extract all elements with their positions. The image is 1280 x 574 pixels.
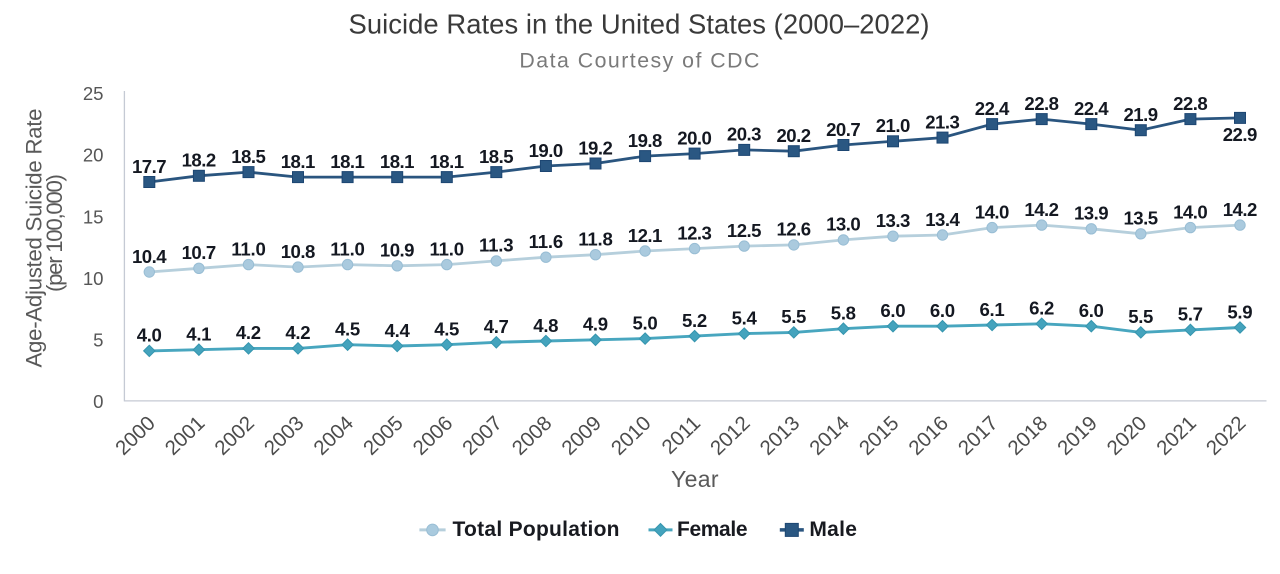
svg-text:13.9: 13.9	[1074, 203, 1109, 224]
svg-text:22.9: 22.9	[1223, 124, 1258, 145]
svg-text:5.2: 5.2	[682, 310, 707, 331]
svg-text:20.2: 20.2	[777, 125, 812, 146]
svg-text:12.3: 12.3	[677, 222, 712, 243]
svg-text:6.1: 6.1	[980, 299, 1005, 320]
svg-text:4.1: 4.1	[186, 324, 211, 345]
svg-text:20.3: 20.3	[727, 124, 762, 145]
svg-text:13.0: 13.0	[826, 214, 861, 235]
svg-text:5.8: 5.8	[831, 303, 856, 324]
svg-text:20: 20	[83, 145, 104, 166]
svg-text:5.0: 5.0	[633, 312, 658, 333]
svg-text:11.0: 11.0	[231, 238, 266, 259]
svg-text:4.2: 4.2	[236, 322, 261, 343]
svg-text:14.2: 14.2	[1024, 199, 1059, 220]
svg-text:12.5: 12.5	[727, 220, 762, 241]
svg-text:18.2: 18.2	[182, 150, 217, 171]
svg-text:14.0: 14.0	[975, 201, 1010, 222]
svg-text:14.0: 14.0	[1173, 201, 1208, 222]
svg-text:(per 100,000): (per 100,000)	[42, 174, 67, 292]
svg-text:5: 5	[93, 330, 103, 351]
svg-text:19.0: 19.0	[529, 140, 564, 161]
svg-text:10.7: 10.7	[182, 242, 217, 263]
svg-text:13.5: 13.5	[1124, 208, 1159, 229]
svg-text:19.2: 19.2	[578, 137, 613, 158]
svg-text:21.0: 21.0	[876, 115, 911, 136]
svg-text:11.0: 11.0	[430, 238, 465, 259]
svg-text:20.0: 20.0	[677, 127, 712, 148]
svg-text:6.0: 6.0	[880, 300, 905, 321]
svg-text:4.9: 4.9	[583, 314, 608, 335]
svg-text:22.4: 22.4	[1074, 98, 1109, 119]
svg-text:4.8: 4.8	[533, 315, 558, 336]
svg-text:Female: Female	[677, 518, 748, 541]
svg-text:17.7: 17.7	[132, 156, 167, 177]
svg-text:22.4: 22.4	[975, 98, 1010, 119]
svg-text:18.1: 18.1	[430, 151, 465, 172]
svg-text:11.6: 11.6	[529, 231, 564, 252]
svg-text:13.4: 13.4	[925, 209, 960, 230]
svg-text:11.3: 11.3	[479, 235, 514, 256]
svg-text:5.9: 5.9	[1227, 301, 1252, 322]
svg-text:4.2: 4.2	[285, 322, 310, 343]
svg-text:4.7: 4.7	[484, 316, 509, 337]
svg-text:18.5: 18.5	[231, 146, 266, 167]
svg-text:10.8: 10.8	[281, 241, 316, 262]
svg-text:6.2: 6.2	[1029, 298, 1054, 319]
svg-text:22.8: 22.8	[1173, 93, 1208, 114]
svg-text:5.5: 5.5	[781, 306, 806, 327]
svg-text:22.8: 22.8	[1024, 93, 1059, 114]
svg-text:18.1: 18.1	[330, 151, 365, 172]
svg-text:11.8: 11.8	[578, 229, 613, 250]
svg-text:21.9: 21.9	[1124, 104, 1159, 125]
svg-text:10: 10	[83, 268, 104, 289]
svg-text:Male: Male	[809, 518, 857, 541]
svg-text:21.3: 21.3	[925, 111, 960, 132]
svg-text:18.1: 18.1	[281, 151, 316, 172]
svg-text:Data Courtesy of CDC: Data Courtesy of CDC	[519, 48, 759, 72]
svg-text:6.0: 6.0	[930, 300, 955, 321]
svg-text:5.5: 5.5	[1128, 306, 1153, 327]
svg-text:Suicide Rates in the United St: Suicide Rates in the United States (2000…	[349, 9, 930, 40]
svg-text:15: 15	[83, 206, 104, 227]
svg-text:19.8: 19.8	[628, 130, 663, 151]
svg-text:5.7: 5.7	[1178, 304, 1203, 325]
svg-text:Age-Adjusted Suicide Rate: Age-Adjusted Suicide Rate	[21, 109, 46, 368]
svg-text:12.1: 12.1	[628, 225, 663, 246]
svg-text:4.4: 4.4	[385, 320, 411, 341]
svg-text:14.2: 14.2	[1223, 199, 1258, 220]
svg-text:20.7: 20.7	[826, 119, 861, 140]
svg-text:18.5: 18.5	[479, 146, 514, 167]
svg-text:Total Population: Total Population	[453, 518, 620, 541]
svg-text:11.0: 11.0	[330, 238, 365, 259]
svg-text:18.1: 18.1	[380, 151, 415, 172]
svg-text:10.9: 10.9	[380, 240, 415, 261]
svg-text:0: 0	[93, 391, 103, 412]
svg-text:Year: Year	[671, 466, 719, 492]
svg-text:25: 25	[83, 83, 104, 104]
svg-text:12.6: 12.6	[777, 219, 812, 240]
svg-text:10.4: 10.4	[132, 246, 167, 267]
svg-text:5.4: 5.4	[732, 307, 758, 328]
svg-text:4.5: 4.5	[434, 319, 459, 340]
svg-text:6.0: 6.0	[1079, 300, 1104, 321]
svg-text:13.3: 13.3	[876, 210, 911, 231]
svg-text:4.5: 4.5	[335, 319, 360, 340]
svg-text:4.0: 4.0	[137, 325, 162, 346]
